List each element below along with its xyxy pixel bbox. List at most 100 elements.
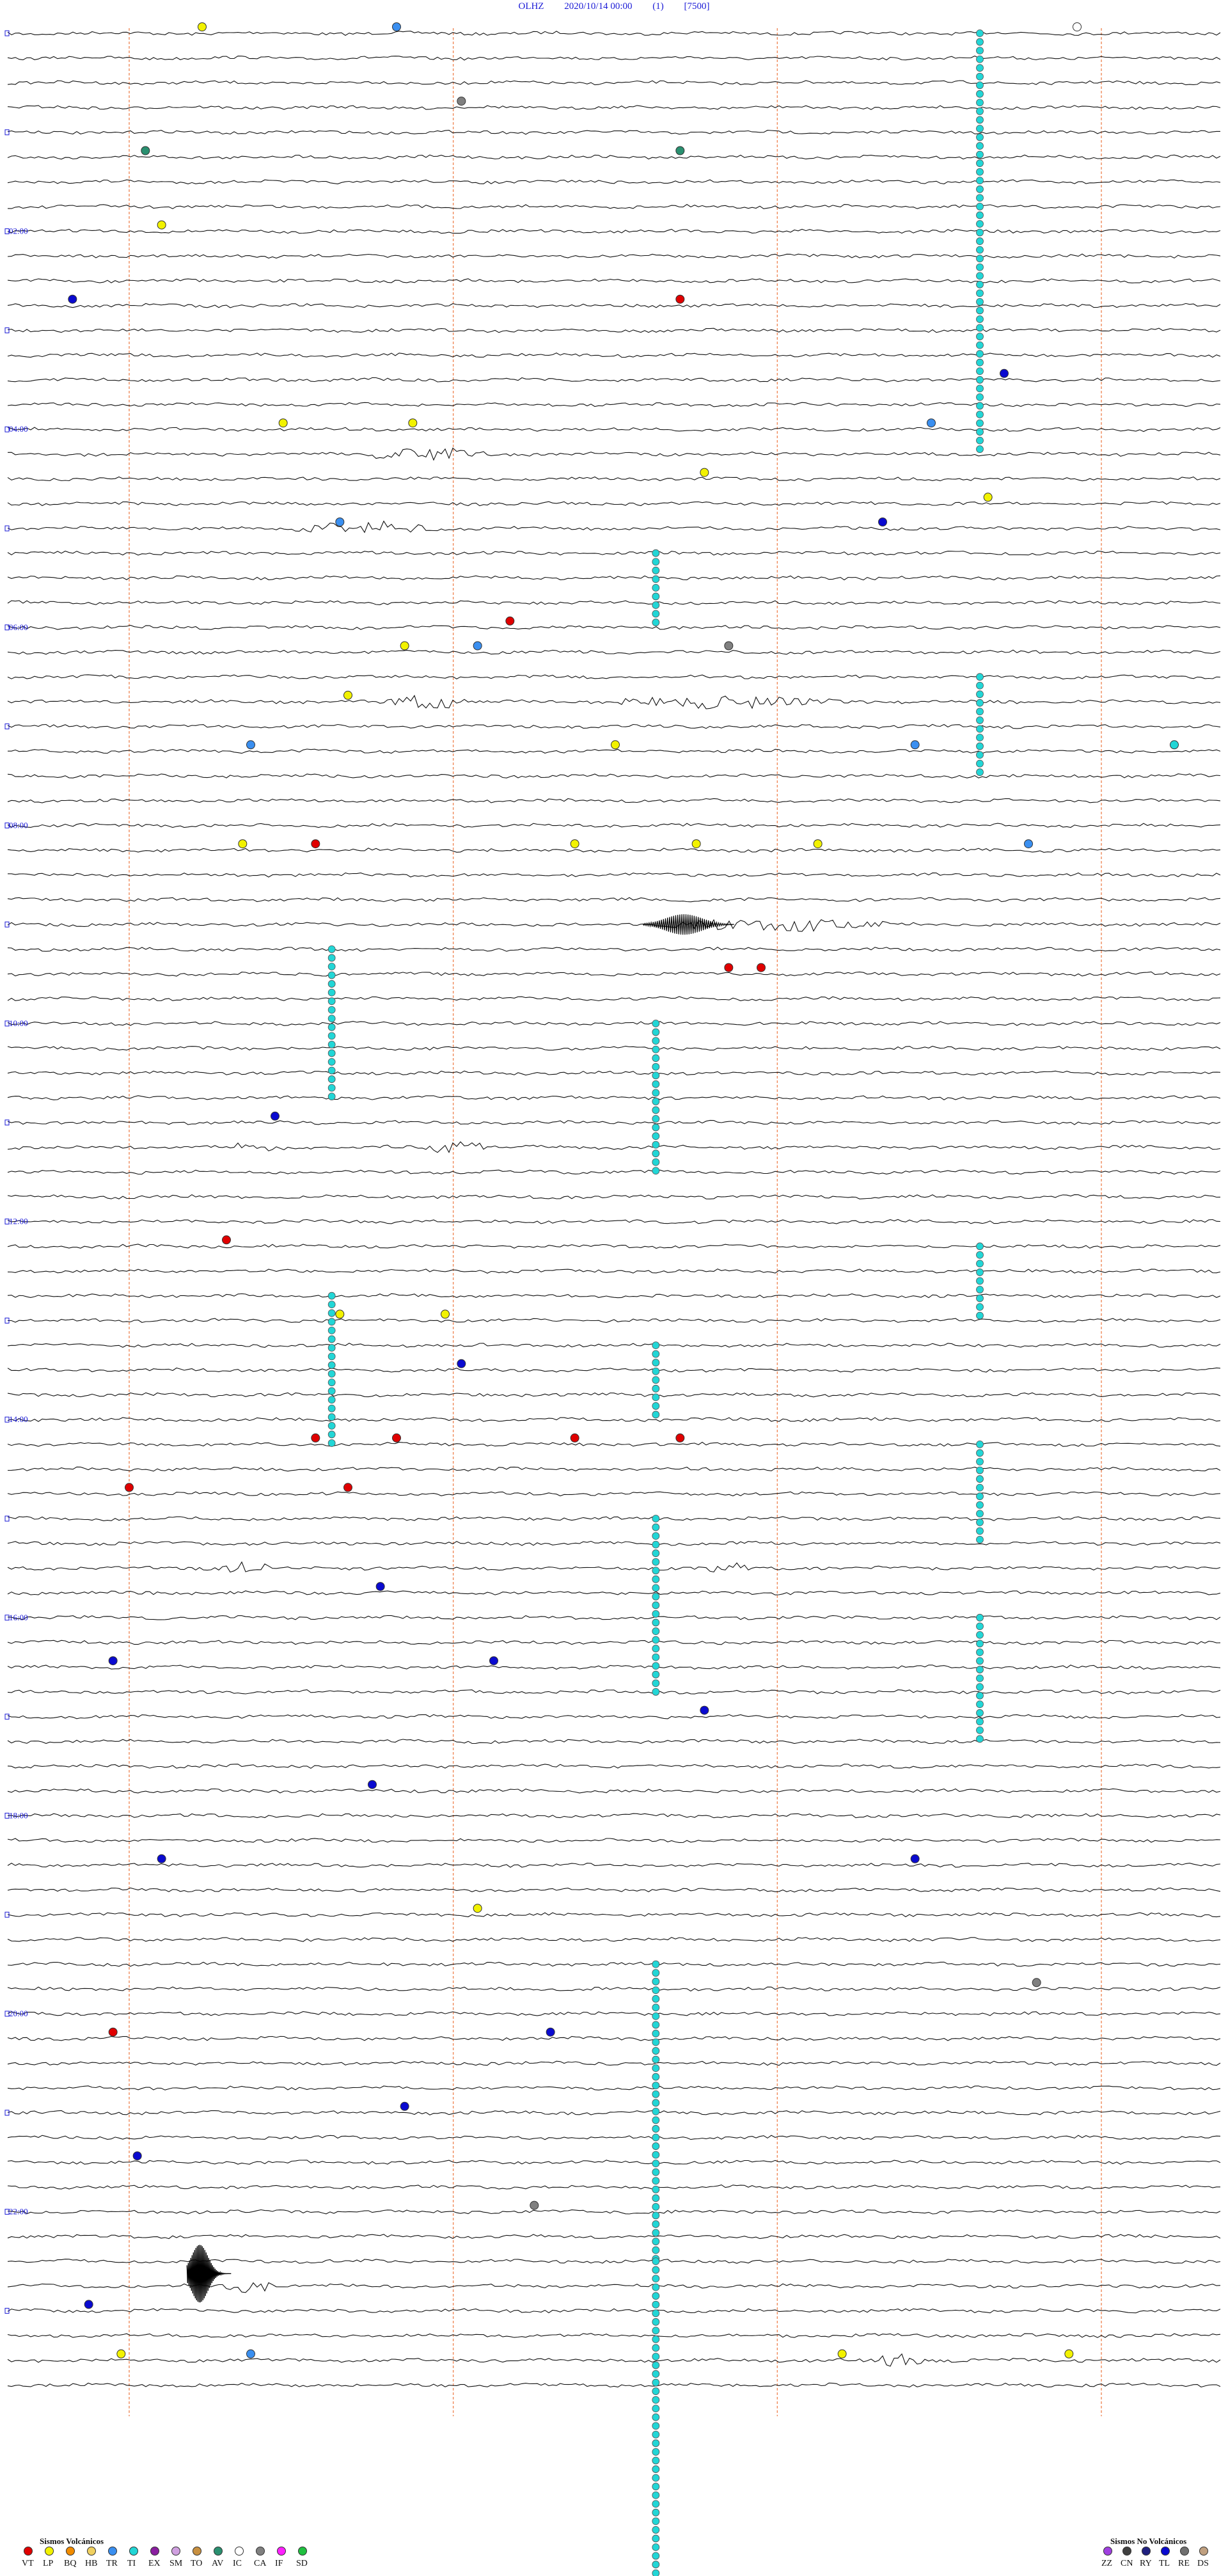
event-marker-ti: [976, 1294, 984, 1302]
event-marker-ti: [652, 2309, 660, 2318]
event-marker-lp: [238, 839, 248, 849]
event-marker-ti: [652, 2396, 660, 2404]
event-marker-ti: [327, 1318, 336, 1326]
legend-swatch: [1122, 2547, 1131, 2556]
trace-line: [7, 179, 1221, 185]
trace-line: [7, 919, 1221, 932]
event-marker-ti: [652, 1523, 660, 1531]
trace-tick: [4, 1020, 10, 1027]
event-marker-ti: [976, 1311, 984, 1320]
event-marker-ti: [652, 1532, 660, 1540]
event-marker-ti: [652, 1341, 660, 1350]
event-marker-lp: [813, 839, 823, 849]
event-marker-ti: [976, 742, 984, 750]
event-marker-ti: [976, 393, 984, 401]
event-marker-ti: [652, 2378, 660, 2387]
event-marker-ti: [976, 1483, 984, 1492]
event-marker-ti: [327, 1326, 336, 1334]
event-marker-ti: [652, 1054, 660, 1063]
event-marker-ti: [976, 1648, 984, 1656]
event-marker-tl: [700, 1705, 709, 1715]
event-marker-ti: [327, 1309, 336, 1317]
event-marker-tl: [878, 518, 887, 526]
event-marker-tl: [271, 1111, 279, 1121]
trace-tick: [4, 1714, 10, 1720]
event-marker-ti: [652, 2327, 660, 2335]
legend-swatch: [298, 2547, 307, 2556]
event-marker-tr: [246, 740, 255, 750]
event-marker-ti: [652, 2238, 660, 2245]
trace-line: [7, 2085, 1221, 2090]
event-marker-ti: [976, 280, 984, 288]
event-marker-tl: [132, 2151, 142, 2161]
trace-line: [7, 624, 1221, 630]
trace-line: [7, 2259, 1221, 2264]
event-marker-ti: [652, 2012, 660, 2020]
event-marker-tl: [68, 294, 77, 304]
trace-line: [7, 2209, 1221, 2215]
trace-line: [8, 748, 1221, 754]
trace-line: [7, 848, 1221, 853]
event-marker-ti: [327, 1439, 336, 1447]
event-marker-ca: [457, 97, 466, 106]
event-marker-ti: [652, 1653, 660, 1661]
event-marker-ti: [976, 402, 984, 410]
event-marker-ti: [976, 194, 984, 202]
event-marker-ti: [976, 341, 984, 349]
legend-swatch: [24, 2547, 33, 2556]
seismic-burst: [186, 2245, 232, 2303]
nonvolcanic-legend-title: Sismos No Volcánicos: [1110, 2536, 1187, 2546]
legend-code: CA: [254, 2559, 267, 2568]
event-marker-ti: [652, 1618, 660, 1627]
event-marker-lp: [400, 641, 409, 651]
event-marker-av: [141, 146, 150, 155]
trace-line: [8, 872, 1221, 878]
trace-line: [7, 1664, 1221, 1670]
event-marker-vt: [108, 2027, 118, 2037]
event-marker-ti: [976, 1492, 984, 1501]
event-marker-av: [675, 146, 685, 155]
trace-tick: [4, 228, 10, 235]
trace-line: [7, 947, 1221, 952]
event-marker-ti: [976, 707, 984, 716]
time-label: 22:00: [9, 2207, 28, 2216]
legend-swatch: [87, 2547, 96, 2556]
event-marker-ti: [976, 1286, 984, 1293]
event-marker-ti: [652, 1575, 660, 1583]
event-marker-ti: [976, 358, 984, 367]
event-marker-lp: [441, 1309, 450, 1319]
event-marker-ti: [976, 81, 984, 90]
event-marker-ti: [976, 64, 984, 72]
trace-tick: [4, 1317, 10, 1324]
event-marker-vt: [724, 963, 734, 972]
event-marker-ti: [652, 2073, 660, 2081]
trace-line: [7, 1318, 1221, 1323]
trace-tick: [4, 525, 10, 532]
event-marker-ti: [976, 428, 984, 436]
trace-tick: [4, 1515, 10, 1522]
legend-swatch: [277, 2547, 286, 2556]
event-marker-ti: [976, 1683, 984, 1691]
legend-code: RY: [1140, 2559, 1152, 2568]
event-marker-ti: [976, 725, 984, 733]
trace-line: [7, 352, 1221, 358]
event-marker-vt: [675, 1433, 685, 1442]
event-marker-ti: [976, 272, 984, 280]
event-marker-ti: [1170, 740, 1179, 750]
trace-tick: [4, 327, 10, 333]
legend-code: HB: [85, 2559, 97, 2568]
event-marker-tl: [489, 1656, 498, 1666]
volcanic-legend-title: Sismos Volcánicos: [40, 2536, 104, 2546]
event-marker-ti: [652, 2335, 660, 2343]
event-marker-ti: [976, 1666, 984, 1673]
trace-line: [7, 1194, 1221, 1199]
trace-line: [7, 253, 1221, 259]
legend-swatch: [1142, 2547, 1151, 2556]
event-marker-ti: [327, 1015, 336, 1023]
event-marker-vt: [311, 1433, 320, 1442]
event-marker-vt: [392, 1433, 401, 1442]
trace-tick: [4, 2110, 10, 2116]
event-marker-ti: [652, 2292, 660, 2300]
time-label: 14:00: [9, 1414, 28, 1424]
event-marker-tl: [368, 1780, 377, 1789]
